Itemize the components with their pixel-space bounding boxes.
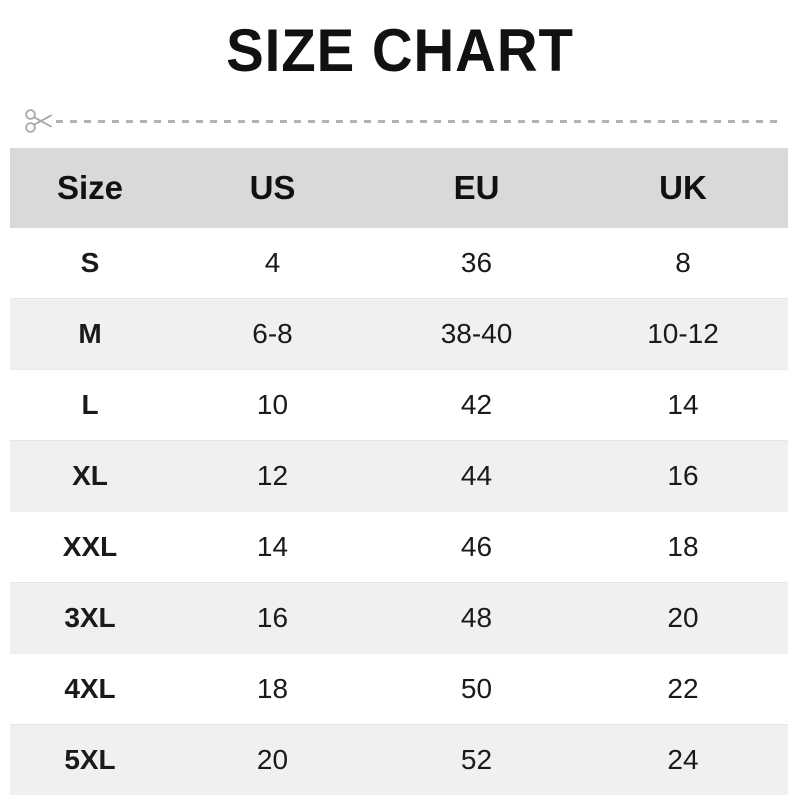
- table-header-row: Size US EU UK: [10, 148, 788, 228]
- cell-eu: 44: [375, 440, 578, 512]
- cell-uk: 14: [578, 369, 788, 441]
- column-header-eu: EU: [375, 148, 578, 228]
- table-row: L 10 42 14: [10, 369, 788, 441]
- cell-eu: 50: [375, 653, 578, 725]
- cell-us: 10: [170, 369, 375, 441]
- cell-eu: 36: [375, 228, 578, 299]
- table-row: 5XL 20 52 24: [10, 724, 788, 795]
- size-chart-table: Size US EU UK S 4 36 8 M 6-8 38-40 10-12…: [10, 148, 788, 795]
- cell-size: 4XL: [10, 653, 170, 725]
- table-row: M 6-8 38-40 10-12: [10, 298, 788, 370]
- cell-uk: 20: [578, 582, 788, 654]
- cell-size: 3XL: [10, 582, 170, 654]
- cell-us: 4: [170, 228, 375, 299]
- table-body: S 4 36 8 M 6-8 38-40 10-12 L 10 42 14 XL…: [10, 228, 788, 795]
- cell-us: 12: [170, 440, 375, 512]
- cell-uk: 8: [578, 228, 788, 299]
- page-title: SIZE CHART: [226, 17, 574, 84]
- cell-us: 16: [170, 582, 375, 654]
- cut-line: [22, 104, 784, 138]
- cell-size: M: [10, 298, 170, 370]
- cell-size: 5XL: [10, 724, 170, 795]
- cell-uk: 10-12: [578, 298, 788, 370]
- cell-uk: 18: [578, 511, 788, 583]
- table-row: XXL 14 46 18: [10, 511, 788, 583]
- table-row: S 4 36 8: [10, 228, 788, 299]
- scissors-icon: [22, 104, 56, 138]
- column-header-us: US: [170, 148, 375, 228]
- cell-uk: 24: [578, 724, 788, 795]
- cell-us: 18: [170, 653, 375, 725]
- table-row: XL 12 44 16: [10, 440, 788, 512]
- cell-eu: 48: [375, 582, 578, 654]
- cell-size: XL: [10, 440, 170, 512]
- cell-uk: 16: [578, 440, 788, 512]
- cell-size: S: [10, 228, 170, 299]
- column-header-size: Size: [10, 148, 170, 228]
- table-row: 4XL 18 50 22: [10, 653, 788, 725]
- cell-eu: 52: [375, 724, 578, 795]
- cell-us: 14: [170, 511, 375, 583]
- column-header-uk: UK: [578, 148, 788, 228]
- table-header: Size US EU UK: [10, 148, 788, 228]
- cell-uk: 22: [578, 653, 788, 725]
- cell-us: 20: [170, 724, 375, 795]
- page-title-container: SIZE CHART: [0, 18, 800, 84]
- cell-size: XXL: [10, 511, 170, 583]
- cell-eu: 46: [375, 511, 578, 583]
- cell-eu: 38-40: [375, 298, 578, 370]
- cell-eu: 42: [375, 369, 578, 441]
- table-row: 3XL 16 48 20: [10, 582, 788, 654]
- cell-us: 6-8: [170, 298, 375, 370]
- dashed-cut-line: [56, 120, 784, 123]
- cell-size: L: [10, 369, 170, 441]
